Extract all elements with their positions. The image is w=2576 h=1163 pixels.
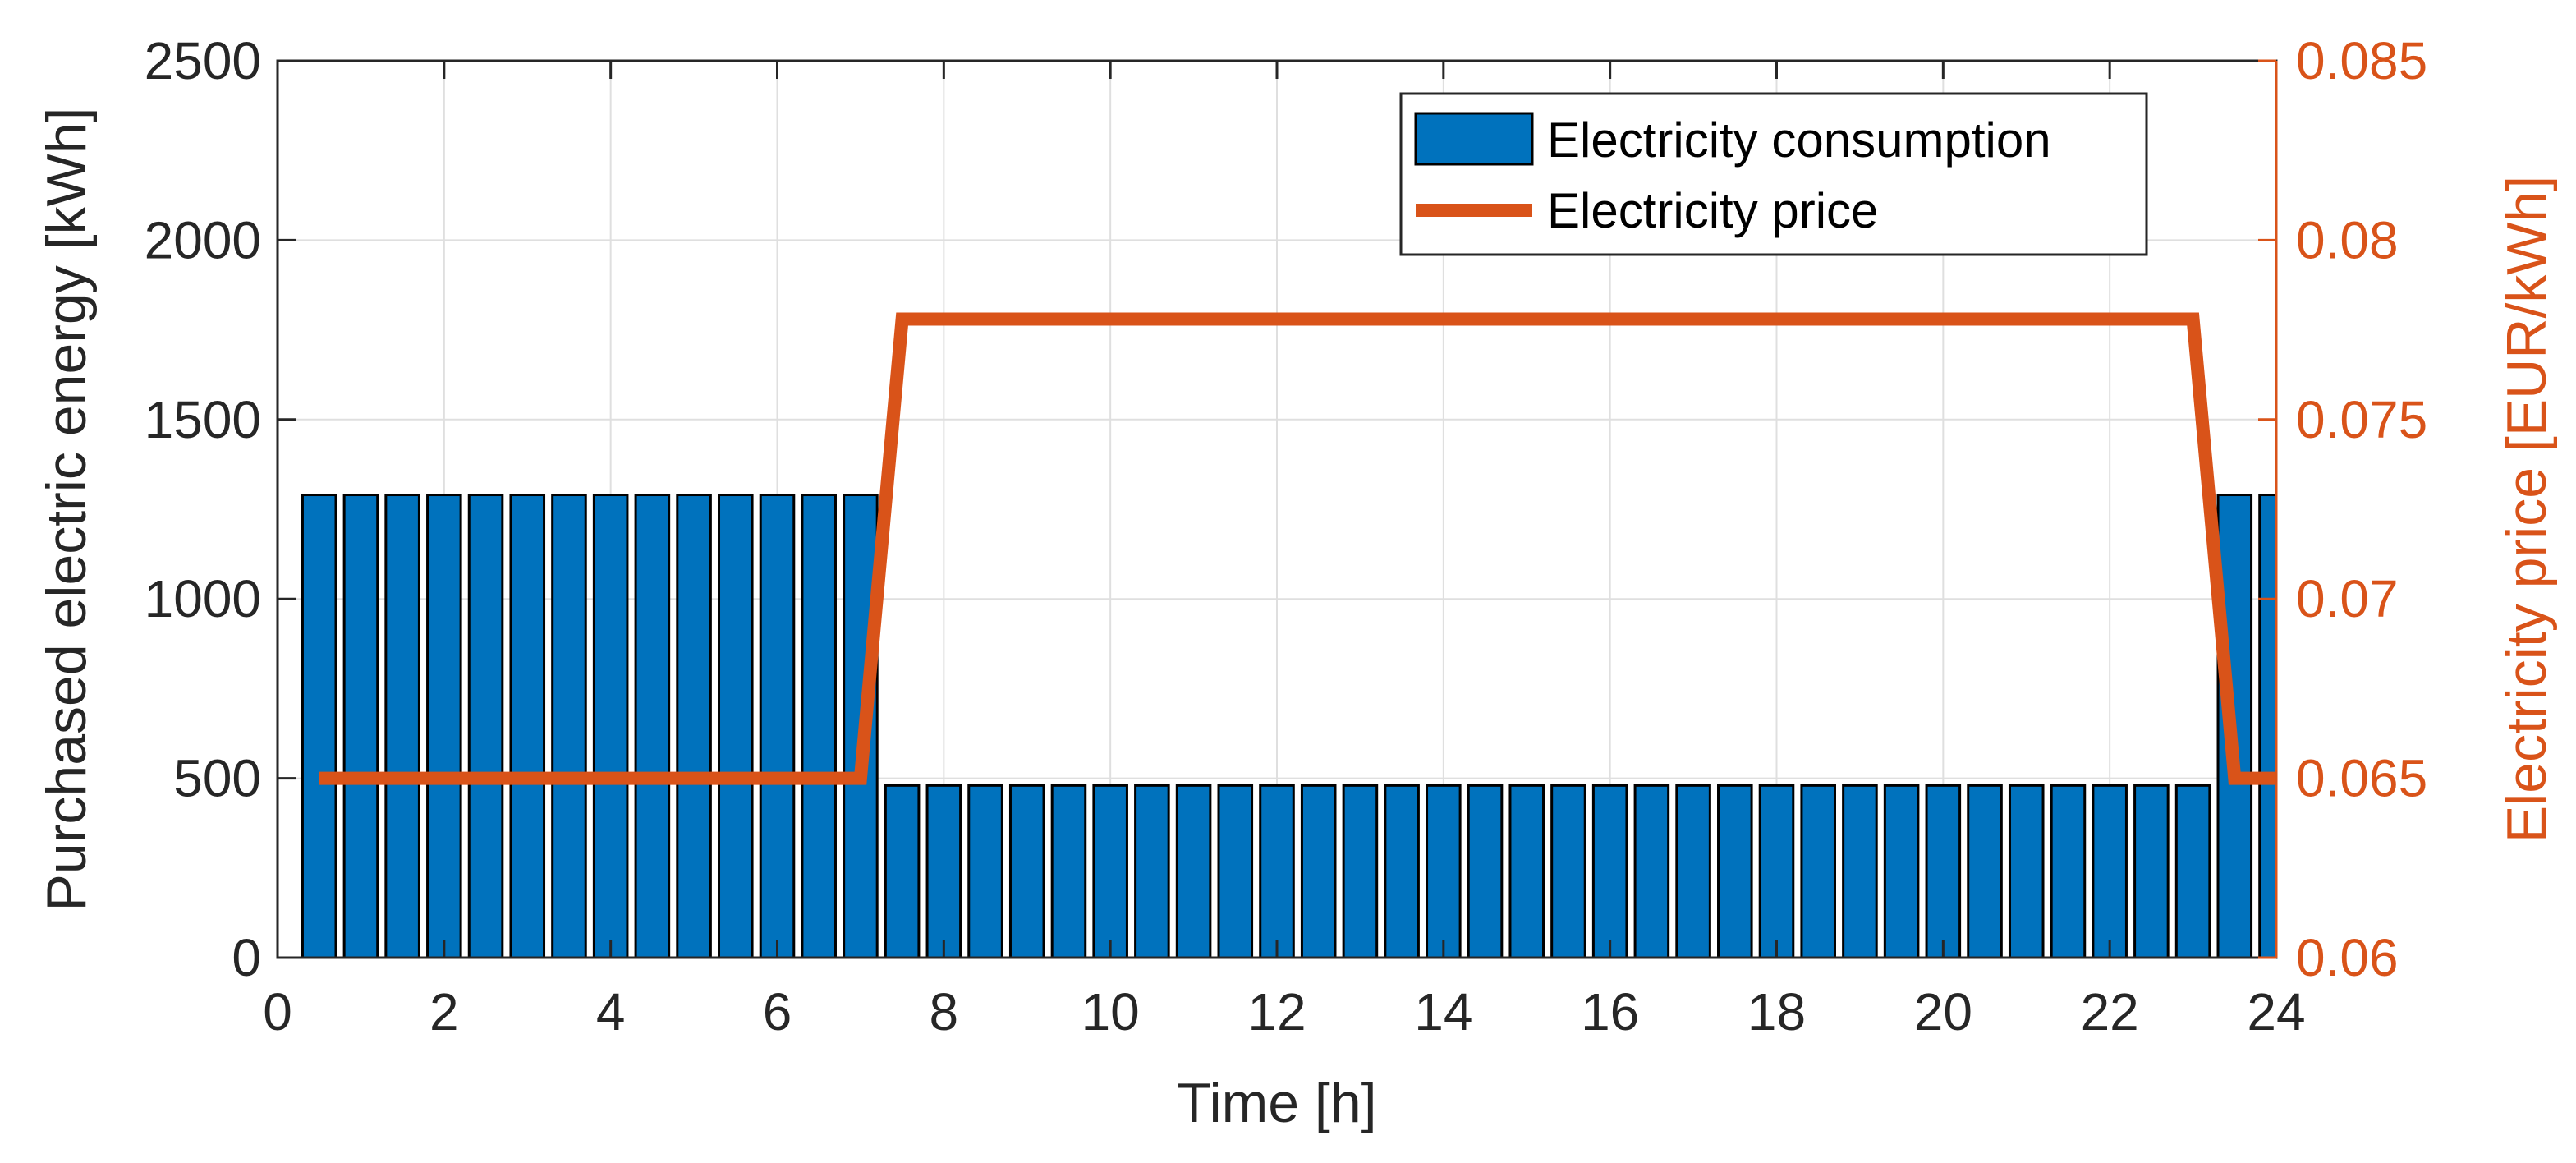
- consumption-bar: [884, 784, 921, 958]
- x-axis-label: Time [h]: [1177, 1072, 1376, 1134]
- consumption-bar: [1259, 784, 1295, 958]
- tick-labels: 0 2 4 6 8 10 12 14 16 18 20 22 240500100015002000250…: [145, 31, 2428, 1041]
- y-tick-label-right: 0.085: [2296, 31, 2427, 90]
- consumption-bar: [2174, 784, 2211, 958]
- consumption-bar: [1883, 784, 1920, 958]
- consumption-bar: [1134, 784, 1170, 958]
- y-tick-label-right: 0.065: [2296, 749, 2427, 808]
- y-tick-label-right: 0.08: [2296, 210, 2399, 269]
- x-tick-label: 10: [1081, 982, 1140, 1041]
- consumption-bar: [426, 494, 462, 958]
- x-tick-label: 14: [1414, 982, 1472, 1041]
- consumption-bar: [925, 784, 962, 958]
- consumption-bar: [634, 494, 671, 958]
- price-line-group: [319, 312, 2276, 785]
- consumption-bar: [1092, 784, 1128, 958]
- consumption-bar: [1300, 784, 1337, 958]
- y-tick-label-left: 2500: [145, 31, 261, 90]
- consumption-bar: [676, 494, 712, 958]
- y-tick-label-left: 2000: [145, 210, 261, 269]
- consumption-bar: [2133, 784, 2170, 958]
- legend-label-consumption: Electricity consumption: [1547, 113, 2051, 168]
- consumption-bar: [967, 784, 1003, 958]
- x-tick-label: 0: [263, 982, 292, 1041]
- y-tick-label-left: 0: [232, 928, 261, 987]
- consumption-bar: [801, 494, 837, 958]
- consumption-bar: [1717, 784, 1753, 958]
- consumption-bar: [1925, 784, 1962, 958]
- x-tick-label: 22: [2081, 982, 2139, 1041]
- consumption-bar: [384, 494, 420, 958]
- x-tick-label: 18: [1747, 982, 1806, 1041]
- consumption-bar: [1467, 784, 1504, 958]
- y-tick-label-left: 500: [173, 749, 261, 808]
- x-tick-label: 16: [1581, 982, 1639, 1041]
- y-tick-label-right: 0.07: [2296, 569, 2399, 628]
- consumption-bar: [1426, 784, 1462, 958]
- consumption-bar: [592, 494, 629, 958]
- x-tick-label: 20: [1914, 982, 1972, 1041]
- consumption-bar: [1342, 784, 1379, 958]
- legend: Electricity consumption Electricity pric…: [1399, 92, 2148, 256]
- consumption-bar: [551, 494, 587, 958]
- legend-label-price: Electricity price: [1547, 183, 1878, 238]
- consumption-bar: [759, 494, 796, 958]
- x-tick-label: 24: [2247, 982, 2305, 1041]
- legend-swatch-consumption: [1414, 112, 1534, 166]
- consumption-bar: [2050, 784, 2087, 958]
- consumption-bar: [1758, 784, 1795, 958]
- consumption-bar: [1967, 784, 2003, 958]
- consumption-bar: [1550, 784, 1586, 958]
- y-tick-label-right: 0.075: [2296, 390, 2427, 449]
- ticks: [276, 59, 2278, 959]
- x-tick-label: 6: [763, 982, 792, 1041]
- consumption-bar: [1508, 784, 1545, 958]
- consumption-bar: [1633, 784, 1670, 958]
- consumption-bar: [467, 494, 504, 958]
- x-tick-label: 12: [1247, 982, 1306, 1041]
- y-axis-label-right: Electricity price [EUR/kWh]: [2496, 176, 2558, 843]
- consumption-bar: [1217, 784, 1254, 958]
- consumption-bar: [1591, 784, 1628, 958]
- consumption-bar: [301, 494, 337, 958]
- consumption-bar: [1008, 784, 1045, 958]
- consumption-bar: [1800, 784, 1836, 958]
- consumption-bar: [1842, 784, 1878, 958]
- y-axis-label-left: Purchased electric energy [kWh]: [35, 108, 98, 912]
- y-tick-label-left: 1500: [145, 390, 261, 449]
- y-tick-label-left: 1000: [145, 569, 261, 628]
- y-tick-label-right: 0.06: [2296, 928, 2399, 987]
- consumption-bar: [1384, 784, 1420, 958]
- consumption-bar: [1175, 784, 1212, 958]
- consumption-bar: [1050, 784, 1087, 958]
- consumption-bar: [342, 494, 379, 958]
- x-tick-label: 4: [596, 982, 626, 1041]
- consumption-bar: [2092, 784, 2128, 958]
- consumption-bar: [1675, 784, 1711, 958]
- consumption-bars: [301, 494, 2276, 958]
- x-tick-label: 2: [429, 982, 459, 1041]
- consumption-bar: [509, 494, 546, 958]
- consumption-bar: [2008, 784, 2045, 958]
- price-line: [319, 312, 2276, 785]
- x-tick-label: 8: [930, 982, 959, 1041]
- consumption-bar: [718, 494, 754, 958]
